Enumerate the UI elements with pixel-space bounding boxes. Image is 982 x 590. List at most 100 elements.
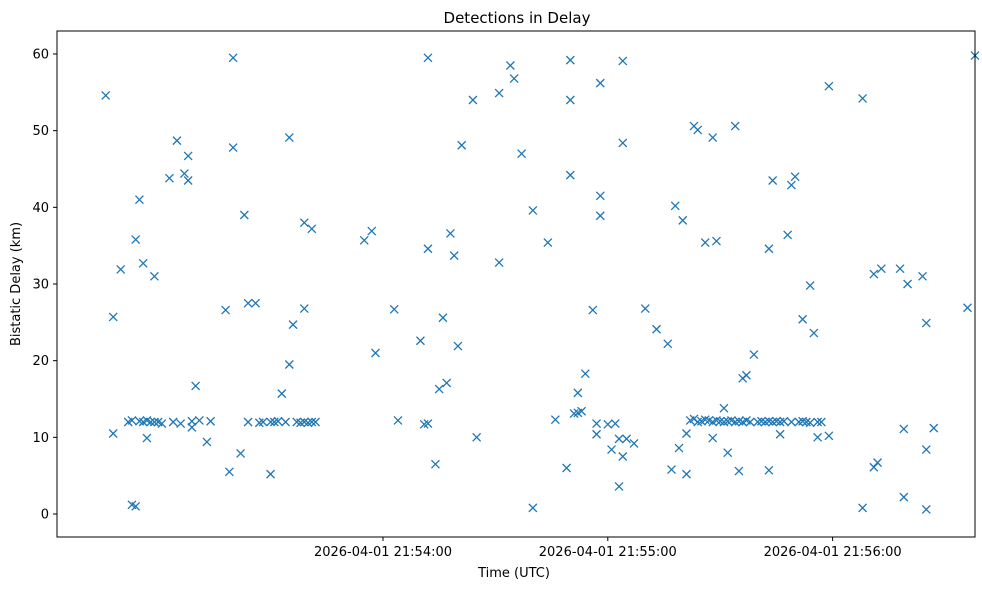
data-point bbox=[179, 169, 189, 179]
data-point bbox=[266, 469, 276, 479]
data-point bbox=[194, 416, 204, 425]
data-point bbox=[438, 313, 448, 323]
data-point bbox=[682, 429, 691, 438]
data-point bbox=[858, 94, 868, 103]
data-point bbox=[243, 298, 253, 308]
data-point bbox=[809, 328, 819, 338]
data-point bbox=[228, 143, 238, 152]
data-point bbox=[824, 81, 834, 91]
data-point bbox=[858, 503, 868, 513]
x-axis-label: Time (UTC) bbox=[477, 566, 550, 581]
data-point bbox=[670, 201, 680, 211]
data-point bbox=[517, 149, 527, 159]
data-point bbox=[577, 406, 587, 416]
data-point bbox=[614, 434, 624, 444]
data-point bbox=[442, 378, 452, 388]
data-point bbox=[798, 314, 808, 324]
data-point bbox=[921, 504, 931, 514]
data-point bbox=[183, 151, 193, 161]
data-point bbox=[393, 416, 403, 425]
data-point bbox=[299, 218, 309, 228]
data-point bbox=[693, 125, 703, 135]
data-point bbox=[239, 210, 249, 220]
data-point bbox=[592, 419, 602, 428]
data-point bbox=[775, 429, 785, 439]
data-points bbox=[101, 51, 980, 514]
data-point bbox=[149, 271, 159, 281]
data-point bbox=[284, 133, 294, 143]
data-point bbox=[505, 61, 515, 70]
data-point bbox=[768, 176, 778, 185]
data-point bbox=[824, 431, 834, 441]
data-point bbox=[963, 303, 972, 313]
data-point bbox=[453, 341, 463, 351]
data-point bbox=[134, 195, 144, 205]
data-point bbox=[202, 437, 212, 447]
data-point bbox=[445, 228, 455, 238]
data-point bbox=[168, 417, 178, 427]
data-point bbox=[779, 416, 789, 426]
data-point bbox=[187, 416, 197, 426]
data-point bbox=[430, 459, 440, 469]
data-point bbox=[494, 258, 504, 267]
data-point bbox=[899, 492, 909, 502]
data-point bbox=[786, 180, 796, 190]
data-point bbox=[164, 173, 174, 183]
data-point bbox=[723, 448, 733, 458]
data-point bbox=[816, 417, 826, 427]
data-point bbox=[580, 369, 590, 379]
data-point bbox=[708, 433, 718, 443]
data-point bbox=[224, 467, 234, 477]
data-point bbox=[108, 312, 118, 322]
data-point bbox=[307, 224, 317, 234]
data-point bbox=[764, 244, 774, 254]
data-point bbox=[813, 417, 823, 427]
data-point bbox=[528, 205, 538, 215]
x-axis: 2026-04-01 21:54:00 2026-04-01 21:55:00 20… bbox=[314, 537, 902, 560]
data-point bbox=[528, 503, 538, 513]
chart-title: Detections in Delay bbox=[444, 9, 591, 27]
data-point bbox=[562, 463, 572, 473]
data-point bbox=[101, 90, 111, 100]
data-point bbox=[614, 481, 624, 491]
data-point bbox=[311, 417, 320, 427]
data-point bbox=[618, 56, 628, 66]
data-point bbox=[299, 304, 309, 313]
data-point bbox=[565, 55, 575, 65]
data-point bbox=[307, 417, 317, 427]
data-point bbox=[108, 429, 118, 438]
data-point bbox=[149, 417, 159, 427]
data-point bbox=[667, 465, 676, 474]
data-point bbox=[509, 74, 519, 83]
data-point bbox=[176, 419, 186, 428]
data-point bbox=[389, 304, 399, 314]
data-point bbox=[745, 417, 755, 427]
data-point bbox=[273, 416, 283, 426]
data-point bbox=[663, 339, 673, 349]
data-point bbox=[449, 251, 459, 261]
data-point bbox=[146, 417, 156, 427]
data-point bbox=[895, 264, 905, 274]
data-point bbox=[640, 304, 650, 313]
data-point bbox=[550, 415, 560, 425]
y-tick-label: 10 bbox=[32, 431, 49, 446]
data-point bbox=[415, 336, 425, 346]
data-point bbox=[423, 244, 433, 254]
data-point bbox=[359, 235, 369, 245]
data-point bbox=[873, 458, 883, 468]
data-point bbox=[138, 258, 148, 268]
x-tick-label: 2026-04-01 21:55:00 bbox=[539, 545, 677, 560]
data-point bbox=[457, 140, 467, 150]
data-point bbox=[371, 348, 380, 358]
data-point bbox=[764, 465, 774, 475]
data-point bbox=[603, 419, 613, 429]
data-point bbox=[899, 424, 909, 434]
data-point bbox=[472, 432, 482, 442]
data-point bbox=[588, 305, 598, 315]
data-point bbox=[243, 417, 253, 427]
data-point bbox=[131, 501, 141, 511]
y-tick-label: 0 bbox=[41, 508, 49, 523]
data-point bbox=[652, 324, 661, 334]
data-point bbox=[790, 172, 800, 182]
